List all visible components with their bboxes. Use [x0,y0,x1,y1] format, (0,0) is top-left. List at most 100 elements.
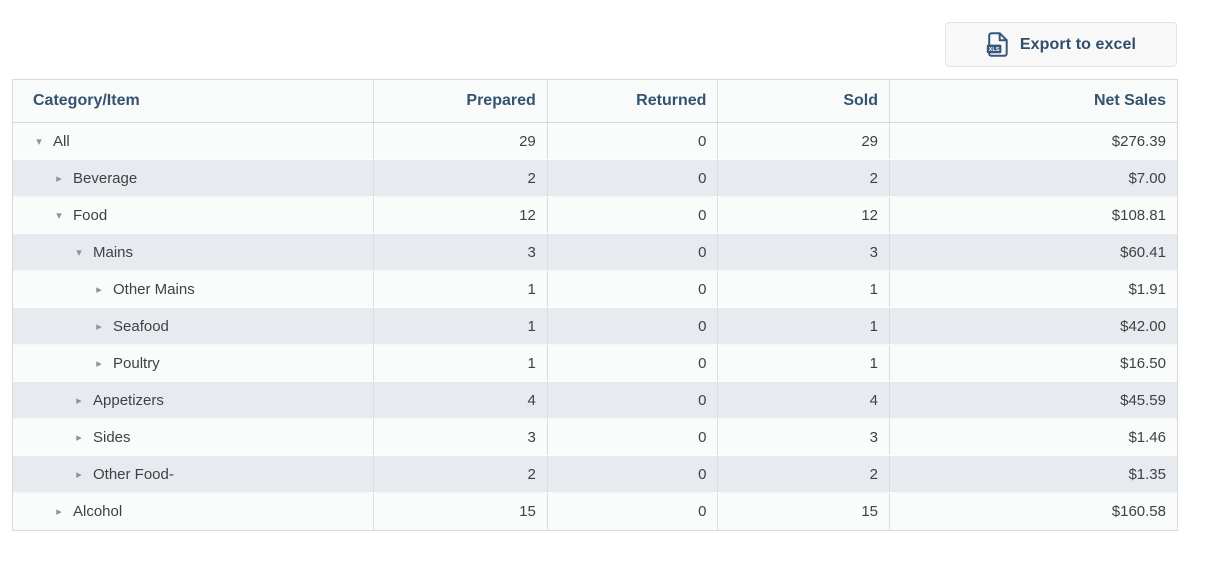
sales-category-table: Category/Item Prepared Returned Sold Net… [12,79,1178,531]
export-to-excel-button[interactable]: XLS Export to excel [945,22,1177,67]
category-label: Poultry [113,354,160,372]
sold-cell: 1 [717,308,889,344]
returned-cell: 0 [546,197,718,233]
table-row: ▸ Alcohol 15 0 15 $160.58 [13,493,1177,530]
sold-cell: 3 [717,419,889,455]
category-label: Sides [93,428,131,446]
category-label: Beverage [73,169,138,187]
category-label: Appetizers [93,391,164,409]
net-sales-cell: $60.41 [889,234,1177,270]
category-cell[interactable]: ▸ Alcohol [13,493,373,530]
column-header-net-sales: Net Sales [889,80,1177,122]
expander-arrow-icon[interactable]: ▸ [96,282,102,296]
expander-arrow-icon[interactable]: ▸ [56,171,62,185]
category-label: Food [73,206,108,224]
category-cell[interactable]: ▾ Food [13,197,373,233]
column-header-prepared: Prepared [373,80,547,122]
category-cell[interactable]: ▸ Sides [13,419,373,455]
category-cell[interactable]: ▾ Mains [13,234,373,270]
sold-cell: 4 [717,382,889,418]
category-label: All [53,132,70,150]
prepared-cell: 2 [373,160,547,196]
net-sales-cell: $1.46 [889,419,1177,455]
prepared-cell: 3 [373,234,547,270]
sold-cell: 12 [717,197,889,233]
table-header-row: Category/Item Prepared Returned Sold Net… [13,80,1177,123]
table-row: ▸ Beverage 2 0 2 $7.00 [13,160,1177,197]
expander-arrow-icon[interactable]: ▸ [96,319,102,333]
prepared-cell: 3 [373,419,547,455]
table-row: ▾ Food 12 0 12 $108.81 [13,197,1177,234]
category-label: Mains [93,243,134,261]
net-sales-cell: $16.50 [889,345,1177,381]
returned-cell: 0 [546,345,718,381]
prepared-cell: 1 [373,345,547,381]
prepared-cell: 15 [373,493,547,530]
expander-arrow-icon[interactable]: ▸ [96,356,102,370]
expander-arrow-icon[interactable]: ▾ [76,245,82,259]
sold-cell: 2 [717,456,889,492]
category-label: Seafood [113,317,169,335]
category-cell[interactable]: ▾ All [13,123,373,159]
category-cell[interactable]: ▸ Other Mains [13,271,373,307]
returned-cell: 0 [546,160,718,196]
net-sales-cell: $45.59 [889,382,1177,418]
sold-cell: 15 [717,493,889,530]
expander-arrow-icon[interactable]: ▸ [76,393,82,407]
prepared-cell: 4 [373,382,547,418]
export-button-label: Export to excel [1019,35,1137,53]
expander-arrow-icon[interactable]: ▸ [76,467,82,481]
prepared-cell: 2 [373,456,547,492]
returned-cell: 0 [546,234,718,270]
table-row: ▸ Appetizers 4 0 4 $45.59 [13,382,1177,419]
sold-cell: 3 [717,234,889,270]
net-sales-cell: $160.58 [889,493,1177,530]
expander-arrow-icon[interactable]: ▾ [56,208,62,222]
xls-file-icon: XLS [986,32,1009,57]
net-sales-cell: $1.91 [889,271,1177,307]
returned-cell: 0 [546,123,718,159]
prepared-cell: 1 [373,308,547,344]
prepared-cell: 1 [373,271,547,307]
prepared-cell: 12 [373,197,547,233]
expander-arrow-icon[interactable]: ▸ [56,505,62,518]
column-header-returned: Returned [546,80,718,122]
returned-cell: 0 [546,493,718,530]
prepared-cell: 29 [373,123,547,159]
table-row: ▸ Other Mains 1 0 1 $1.91 [13,271,1177,308]
category-cell[interactable]: ▸ Seafood [13,308,373,344]
column-header-sold: Sold [717,80,889,122]
returned-cell: 0 [546,382,718,418]
column-header-category: Category/Item [33,92,140,109]
table-body: ▾ All 29 0 29 $276.39 ▸ Beverage 2 0 2 $… [13,123,1177,530]
table-row: ▸ Sides 3 0 3 $1.46 [13,419,1177,456]
net-sales-cell: $276.39 [889,123,1177,159]
returned-cell: 0 [546,456,718,492]
table-row: ▾ All 29 0 29 $276.39 [13,123,1177,160]
category-cell[interactable]: ▸ Appetizers [13,382,373,418]
category-label: Other Food- [93,465,174,483]
sold-cell: 29 [717,123,889,159]
table-row: ▾ Mains 3 0 3 $60.41 [13,234,1177,271]
sold-cell: 1 [717,345,889,381]
returned-cell: 0 [546,271,718,307]
net-sales-cell: $1.35 [889,456,1177,492]
svg-text:XLS: XLS [989,47,1000,53]
category-cell[interactable]: ▸ Poultry [13,345,373,381]
table-row: ▸ Other Food- 2 0 2 $1.35 [13,456,1177,493]
expander-arrow-icon[interactable]: ▸ [76,430,82,444]
table-row: ▸ Seafood 1 0 1 $42.00 [13,308,1177,345]
sold-cell: 2 [717,160,889,196]
returned-cell: 0 [546,308,718,344]
expander-arrow-icon[interactable]: ▾ [36,134,42,148]
net-sales-cell: $42.00 [889,308,1177,344]
table-row: ▸ Poultry 1 0 1 $16.50 [13,345,1177,382]
net-sales-cell: $7.00 [889,160,1177,196]
returned-cell: 0 [546,419,718,455]
net-sales-cell: $108.81 [889,197,1177,233]
category-label: Other Mains [113,280,195,298]
category-label: Alcohol [73,503,123,520]
category-cell[interactable]: ▸ Beverage [13,160,373,196]
category-cell[interactable]: ▸ Other Food- [13,456,373,492]
sold-cell: 1 [717,271,889,307]
